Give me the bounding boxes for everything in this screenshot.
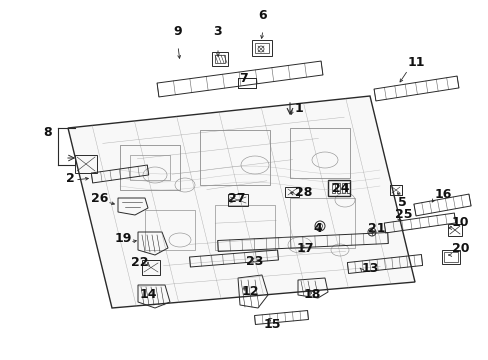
Bar [75, 155, 97, 173]
Text: 5: 5 [397, 196, 406, 209]
Bar [341, 183, 345, 193]
Bar [130, 155, 170, 180]
Bar [289, 198, 354, 248]
Bar [346, 183, 349, 193]
Text: 20: 20 [451, 242, 468, 255]
Bar [145, 210, 195, 250]
Text: 22: 22 [130, 256, 148, 269]
Text: 14: 14 [139, 288, 157, 301]
Bar [200, 130, 269, 185]
Bar [142, 260, 160, 275]
Bar [331, 183, 334, 193]
Text: 28: 28 [294, 185, 312, 198]
Bar [389, 185, 401, 195]
Polygon shape [68, 96, 414, 308]
Text: 3: 3 [213, 25, 222, 38]
Text: 7: 7 [239, 72, 247, 85]
Text: 11: 11 [407, 55, 425, 68]
Text: 25: 25 [394, 208, 412, 221]
Text: 15: 15 [263, 318, 280, 331]
Bar [254, 43, 268, 53]
Bar [447, 224, 461, 236]
Text: 9: 9 [173, 25, 182, 38]
Text: 19: 19 [114, 231, 132, 244]
Text: 8: 8 [43, 126, 52, 139]
Text: 24: 24 [331, 181, 349, 194]
Bar [289, 128, 349, 178]
Bar [251, 40, 271, 56]
Text: 26: 26 [90, 192, 108, 204]
Text: 13: 13 [361, 261, 379, 274]
Bar [215, 205, 274, 250]
Bar [336, 183, 339, 193]
Bar [285, 187, 298, 197]
Text: 6: 6 [258, 9, 267, 22]
Text: 23: 23 [246, 255, 263, 268]
Text: 4: 4 [313, 222, 322, 235]
Text: 12: 12 [242, 285, 259, 298]
Text: 10: 10 [451, 216, 468, 229]
Text: 18: 18 [303, 288, 320, 301]
Bar [227, 194, 247, 206]
Bar [212, 52, 227, 66]
Text: 16: 16 [434, 189, 451, 202]
Bar [327, 180, 349, 196]
Bar [238, 78, 256, 88]
Text: 2: 2 [66, 171, 75, 184]
Text: 1: 1 [294, 102, 303, 114]
Bar [215, 55, 224, 63]
Text: 21: 21 [367, 221, 385, 234]
Text: 27: 27 [227, 192, 245, 204]
Text: 17: 17 [296, 242, 313, 255]
Bar [120, 145, 180, 190]
Bar [441, 250, 459, 264]
Bar [443, 252, 457, 262]
